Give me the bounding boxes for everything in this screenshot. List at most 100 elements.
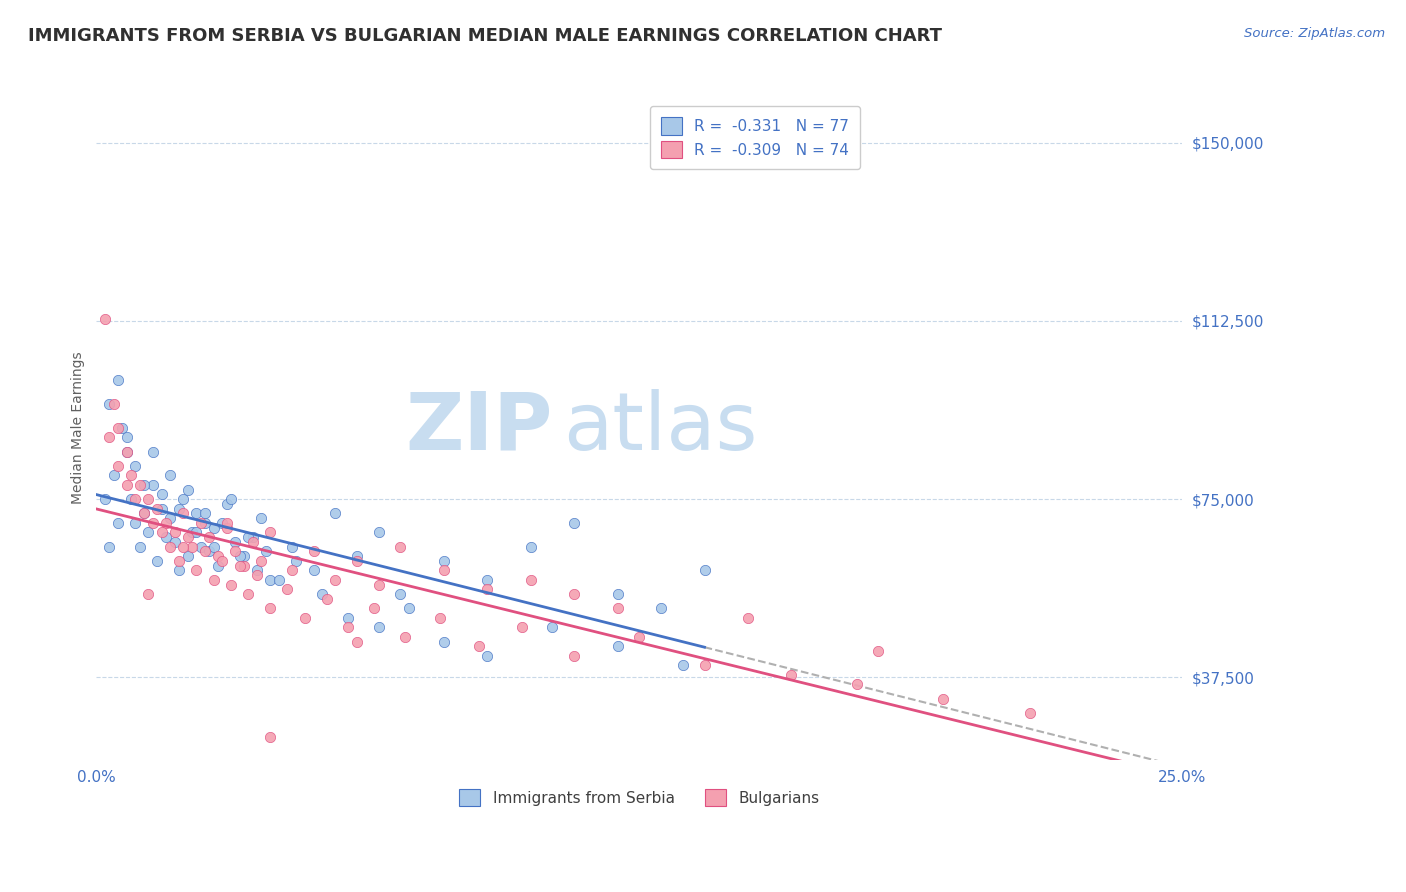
Point <box>150 487 173 501</box>
Point <box>238 530 260 544</box>
Point <box>302 563 325 577</box>
Point <box>176 483 198 497</box>
Point <box>367 525 389 540</box>
Point <box>142 444 165 458</box>
Point <box>146 554 169 568</box>
Point <box>606 640 628 654</box>
Point <box>215 516 238 530</box>
Point <box>281 563 304 577</box>
Point <box>202 540 225 554</box>
Point <box>367 620 389 634</box>
Point <box>128 478 150 492</box>
Point <box>845 677 868 691</box>
Point <box>346 549 368 563</box>
Point <box>138 492 160 507</box>
Point <box>337 620 360 634</box>
Point <box>398 601 420 615</box>
Point <box>224 544 246 558</box>
Text: Source: ZipAtlas.com: Source: ZipAtlas.com <box>1244 27 1385 40</box>
Point <box>172 492 194 507</box>
Point <box>120 492 142 507</box>
Point <box>477 573 499 587</box>
Text: IMMIGRANTS FROM SERBIA VS BULGARIAN MEDIAN MALE EARNINGS CORRELATION CHART: IMMIGRANTS FROM SERBIA VS BULGARIAN MEDI… <box>28 27 942 45</box>
Point <box>389 540 412 554</box>
Point <box>246 563 269 577</box>
Point <box>254 544 277 558</box>
Point <box>477 648 499 663</box>
Point <box>672 658 695 673</box>
Point <box>562 587 585 601</box>
Point <box>115 444 138 458</box>
Point <box>211 516 233 530</box>
Point <box>194 516 217 530</box>
Point <box>163 534 186 549</box>
Point <box>219 492 242 507</box>
Point <box>259 525 281 540</box>
Point <box>233 558 256 573</box>
Point <box>159 468 181 483</box>
Point <box>737 611 759 625</box>
Point <box>250 511 273 525</box>
Point <box>190 540 212 554</box>
Point <box>250 554 273 568</box>
Legend: Immigrants from Serbia, Bulgarians: Immigrants from Serbia, Bulgarians <box>453 783 825 813</box>
Point <box>186 506 208 520</box>
Point <box>224 534 246 549</box>
Point <box>519 540 541 554</box>
Point <box>433 634 456 648</box>
Point <box>606 587 628 601</box>
Point <box>285 554 308 568</box>
Text: atlas: atlas <box>564 389 758 467</box>
Point <box>98 397 121 411</box>
Point <box>190 516 212 530</box>
Point <box>207 558 229 573</box>
Point <box>276 582 298 597</box>
Point <box>134 478 156 492</box>
Point <box>477 582 499 597</box>
Point <box>107 516 129 530</box>
Point <box>650 601 672 615</box>
Point <box>198 544 221 558</box>
Point <box>302 544 325 558</box>
Point <box>219 577 242 591</box>
Point <box>238 587 260 601</box>
Point <box>337 611 360 625</box>
Point <box>155 516 177 530</box>
Point <box>323 573 346 587</box>
Point <box>562 648 585 663</box>
Point <box>207 549 229 563</box>
Point <box>562 516 585 530</box>
Point <box>202 573 225 587</box>
Point <box>107 373 129 387</box>
Text: ZIP: ZIP <box>405 389 553 467</box>
Point <box>394 630 416 644</box>
Point <box>124 492 146 507</box>
Point <box>146 501 169 516</box>
Point <box>346 554 368 568</box>
Point <box>124 516 146 530</box>
Point <box>429 611 451 625</box>
Point <box>181 540 204 554</box>
Point <box>228 549 250 563</box>
Point <box>198 530 221 544</box>
Point <box>693 658 716 673</box>
Point <box>267 573 290 587</box>
Point <box>215 520 238 534</box>
Point <box>259 601 281 615</box>
Point <box>346 634 368 648</box>
Point <box>155 530 177 544</box>
Point <box>433 563 456 577</box>
Point <box>138 525 160 540</box>
Point <box>194 506 217 520</box>
Point <box>389 587 412 601</box>
Point <box>98 430 121 444</box>
Point <box>519 573 541 587</box>
Point <box>211 554 233 568</box>
Point <box>134 506 156 520</box>
Point <box>107 458 129 473</box>
Point <box>1019 706 1042 720</box>
Point <box>628 630 651 644</box>
Point <box>186 563 208 577</box>
Point <box>172 506 194 520</box>
Point <box>159 540 181 554</box>
